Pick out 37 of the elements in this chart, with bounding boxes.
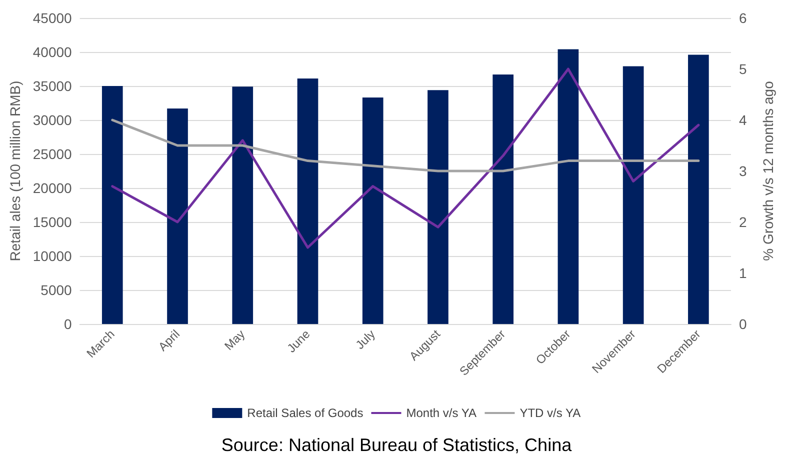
y2-tick-label: 5 xyxy=(739,61,747,77)
bar xyxy=(232,86,254,324)
bar xyxy=(492,74,514,324)
bar xyxy=(558,49,579,324)
legend-label: Retail Sales of Goods xyxy=(247,406,364,420)
bar xyxy=(688,54,709,324)
bar xyxy=(622,66,644,324)
y2-axis-title: % Growth v/s 12 months ago xyxy=(760,80,776,261)
y-tick-label: 40000 xyxy=(32,44,72,60)
bar xyxy=(362,98,384,324)
bar xyxy=(428,90,448,324)
x-tick-label: May xyxy=(222,327,248,353)
bar xyxy=(297,78,318,324)
legend-label: Month v/s YA xyxy=(406,406,476,420)
bar xyxy=(167,108,188,324)
y2-tick-label: 1 xyxy=(739,265,747,281)
y-tick-label: 5000 xyxy=(40,282,72,298)
legend-label: YTD v/s YA xyxy=(520,406,581,420)
y-tick-label: 0 xyxy=(64,316,72,332)
bar xyxy=(102,86,123,324)
y-axis-title: Retail ales (100 million RMB) xyxy=(7,80,23,262)
y2-tick-label: 2 xyxy=(739,214,747,230)
y-tick-label: 30000 xyxy=(32,112,72,128)
y-tick-label: 35000 xyxy=(32,78,72,94)
x-tick-label: July xyxy=(352,327,378,352)
y2-tick-label: 0 xyxy=(739,316,747,332)
y-tick-label: 45000 xyxy=(32,10,72,26)
y-tick-label: 15000 xyxy=(32,214,72,230)
y-tick-label: 25000 xyxy=(32,146,72,162)
y-tick-label: 20000 xyxy=(32,180,72,196)
y2-tick-label: 4 xyxy=(739,112,747,128)
line-series xyxy=(111,68,700,249)
y2-tick-label: 6 xyxy=(739,10,747,26)
y2-tick-label: 3 xyxy=(739,163,747,179)
line-series xyxy=(111,118,700,172)
source-note: Source: National Bureau of Statistics, China xyxy=(221,435,573,455)
y-tick-label: 10000 xyxy=(32,248,72,264)
